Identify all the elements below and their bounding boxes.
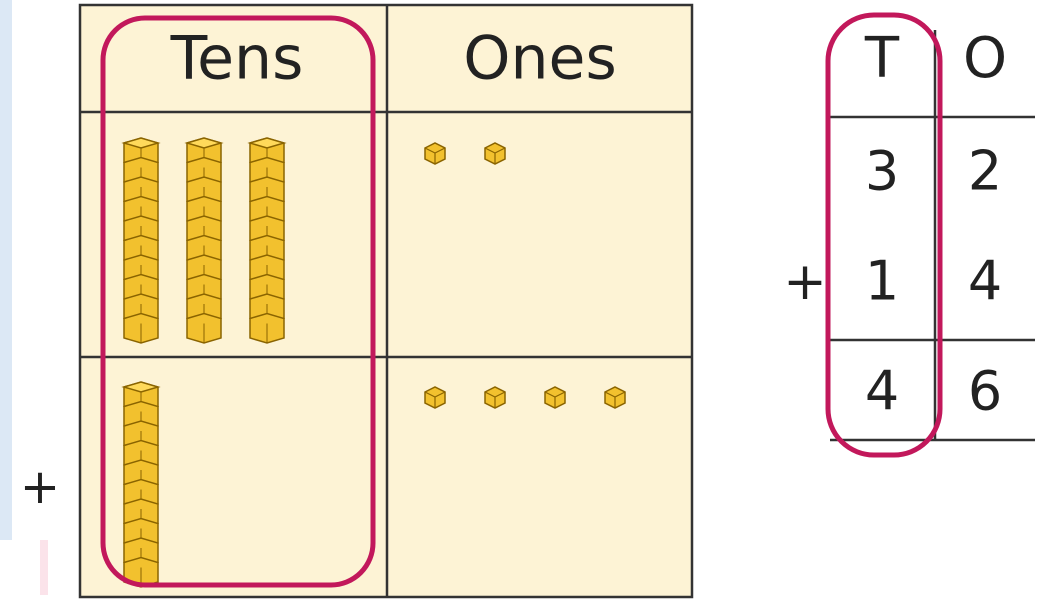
digit: 2 (968, 140, 1002, 203)
digit: 3 (865, 140, 899, 203)
tens-highlight (825, 12, 943, 458)
digit: 4 (865, 360, 899, 423)
ones-cubes (424, 386, 626, 409)
column-header: T (864, 26, 900, 91)
column-header: Tens (170, 24, 304, 94)
rod-top (121, 381, 161, 393)
column-header: O (963, 26, 1007, 91)
plus-sign: + (783, 252, 827, 312)
digit: 1 (865, 250, 899, 313)
column-header: Ones (463, 24, 616, 94)
tens-rods (121, 137, 287, 344)
base-ten-blocks (121, 137, 626, 588)
digit: 4 (968, 250, 1002, 313)
tens-rods (121, 381, 161, 588)
rod-top (121, 137, 161, 149)
side-strip (0, 0, 12, 540)
tens-highlight (100, 15, 376, 588)
ones-cubes (424, 142, 506, 165)
rod-top (247, 137, 287, 149)
side-strip (40, 540, 48, 595)
rod-top (184, 137, 224, 149)
plus-sign: + (20, 459, 60, 515)
digits: 3 2 1 4 4 6 (865, 140, 1002, 423)
digit: 6 (968, 360, 1002, 423)
